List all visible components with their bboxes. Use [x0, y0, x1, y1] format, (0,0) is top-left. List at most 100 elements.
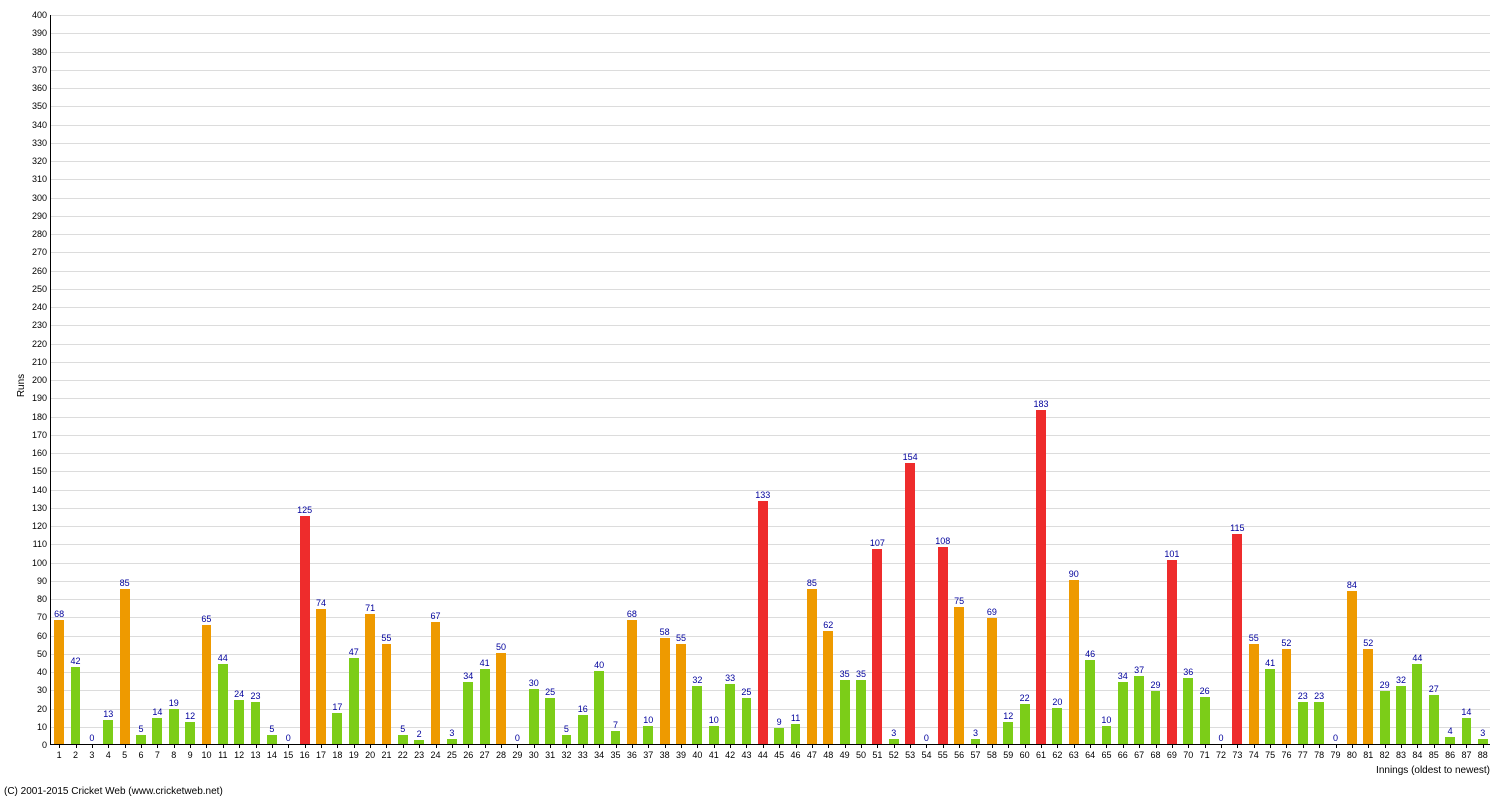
x-tick — [59, 744, 60, 748]
x-tick-label: 6 — [138, 750, 143, 760]
bar-fill — [136, 735, 146, 744]
bar: 14 — [1462, 718, 1472, 744]
x-tick-label: 86 — [1445, 750, 1455, 760]
bar-value-label: 0 — [924, 733, 929, 743]
bar: 37 — [1134, 676, 1144, 744]
x-tick — [828, 744, 829, 748]
y-tick-label: 380 — [32, 47, 47, 57]
bar-value-label: 23 — [1298, 691, 1308, 701]
bar: 19 — [169, 709, 179, 744]
bar-value-label: 3 — [449, 728, 454, 738]
bar-fill — [1232, 534, 1242, 744]
x-tick — [517, 744, 518, 748]
bar-fill — [791, 724, 801, 744]
bar: 22 — [1020, 704, 1030, 744]
bar-value-label: 5 — [564, 724, 569, 734]
bar-fill — [300, 516, 310, 744]
x-tick-label: 11 — [218, 750, 227, 760]
x-tick-label: 28 — [496, 750, 506, 760]
x-tick — [976, 744, 977, 748]
bar: 10 — [1102, 726, 1112, 744]
x-tick — [370, 744, 371, 748]
x-tick-label: 48 — [823, 750, 833, 760]
bar-fill — [316, 609, 326, 744]
x-tick — [1106, 744, 1107, 748]
x-tick-label: 39 — [676, 750, 686, 760]
x-tick-label: 73 — [1232, 750, 1242, 760]
bar-fill — [1363, 649, 1373, 744]
y-tick-label: 190 — [32, 393, 47, 403]
bar-value-label: 20 — [1052, 697, 1062, 707]
gridline — [51, 544, 1490, 545]
x-tick-label: 64 — [1085, 750, 1095, 760]
bar: 65 — [202, 625, 212, 744]
bar-value-label: 7 — [613, 720, 618, 730]
bar-fill — [431, 622, 441, 744]
bar-value-label: 32 — [692, 675, 702, 685]
x-tick — [157, 744, 158, 748]
bar-value-label: 71 — [365, 603, 375, 613]
bar-fill — [1380, 691, 1390, 744]
bar-fill — [1396, 686, 1406, 744]
bar: 25 — [545, 698, 555, 744]
gridline — [51, 563, 1490, 564]
x-tick-label: 18 — [332, 750, 342, 760]
bar: 68 — [627, 620, 637, 744]
x-tick-label: 15 — [283, 750, 293, 760]
x-tick-label: 55 — [938, 750, 948, 760]
x-tick — [648, 744, 649, 748]
copyright-text: (C) 2001-2015 Cricket Web (www.cricketwe… — [4, 786, 223, 797]
y-tick-label: 350 — [32, 101, 47, 111]
bar-value-label: 35 — [856, 669, 866, 679]
bar-fill — [1314, 702, 1324, 744]
bar-fill — [1020, 704, 1030, 744]
y-tick-label: 320 — [32, 156, 47, 166]
x-tick — [583, 744, 584, 748]
x-tick — [1319, 744, 1320, 748]
x-tick — [861, 744, 862, 748]
bar: 107 — [872, 549, 882, 744]
x-tick — [845, 744, 846, 748]
bar-fill — [1036, 410, 1046, 744]
x-tick-label: 20 — [365, 750, 375, 760]
x-tick-label: 36 — [627, 750, 637, 760]
bar-fill — [332, 713, 342, 744]
x-tick — [92, 744, 93, 748]
x-tick-label: 60 — [1020, 750, 1030, 760]
x-tick-label: 88 — [1478, 750, 1488, 760]
x-tick-label: 51 — [872, 750, 882, 760]
bar: 55 — [676, 644, 686, 744]
y-tick-label: 310 — [32, 174, 47, 184]
x-tick-label: 76 — [1281, 750, 1291, 760]
x-tick — [1352, 744, 1353, 748]
x-tick-label: 1 — [57, 750, 62, 760]
bar: 40 — [594, 671, 604, 744]
y-tick-label: 20 — [37, 704, 47, 714]
bar: 41 — [480, 669, 490, 744]
x-tick-label: 43 — [741, 750, 751, 760]
bar-fill — [480, 669, 490, 744]
x-tick-label: 33 — [578, 750, 588, 760]
bar-value-label: 44 — [218, 653, 228, 663]
x-tick-label: 77 — [1298, 750, 1308, 760]
bar-fill — [365, 614, 375, 744]
x-tick-label: 45 — [774, 750, 784, 760]
bar: 24 — [234, 700, 244, 744]
x-tick — [272, 744, 273, 748]
x-tick — [926, 744, 927, 748]
bar-value-label: 41 — [1265, 658, 1275, 668]
x-tick — [1074, 744, 1075, 748]
x-tick-label: 50 — [856, 750, 866, 760]
x-tick-label: 31 — [545, 750, 555, 760]
gridline — [51, 125, 1490, 126]
gridline — [51, 380, 1490, 381]
bar: 10 — [709, 726, 719, 744]
gridline — [51, 271, 1490, 272]
y-tick-label: 270 — [32, 247, 47, 257]
x-tick — [1417, 744, 1418, 748]
x-tick — [141, 744, 142, 748]
bar-fill — [1085, 660, 1095, 744]
bar-value-label: 41 — [480, 658, 490, 668]
bar: 30 — [529, 689, 539, 744]
x-tick — [599, 744, 600, 748]
